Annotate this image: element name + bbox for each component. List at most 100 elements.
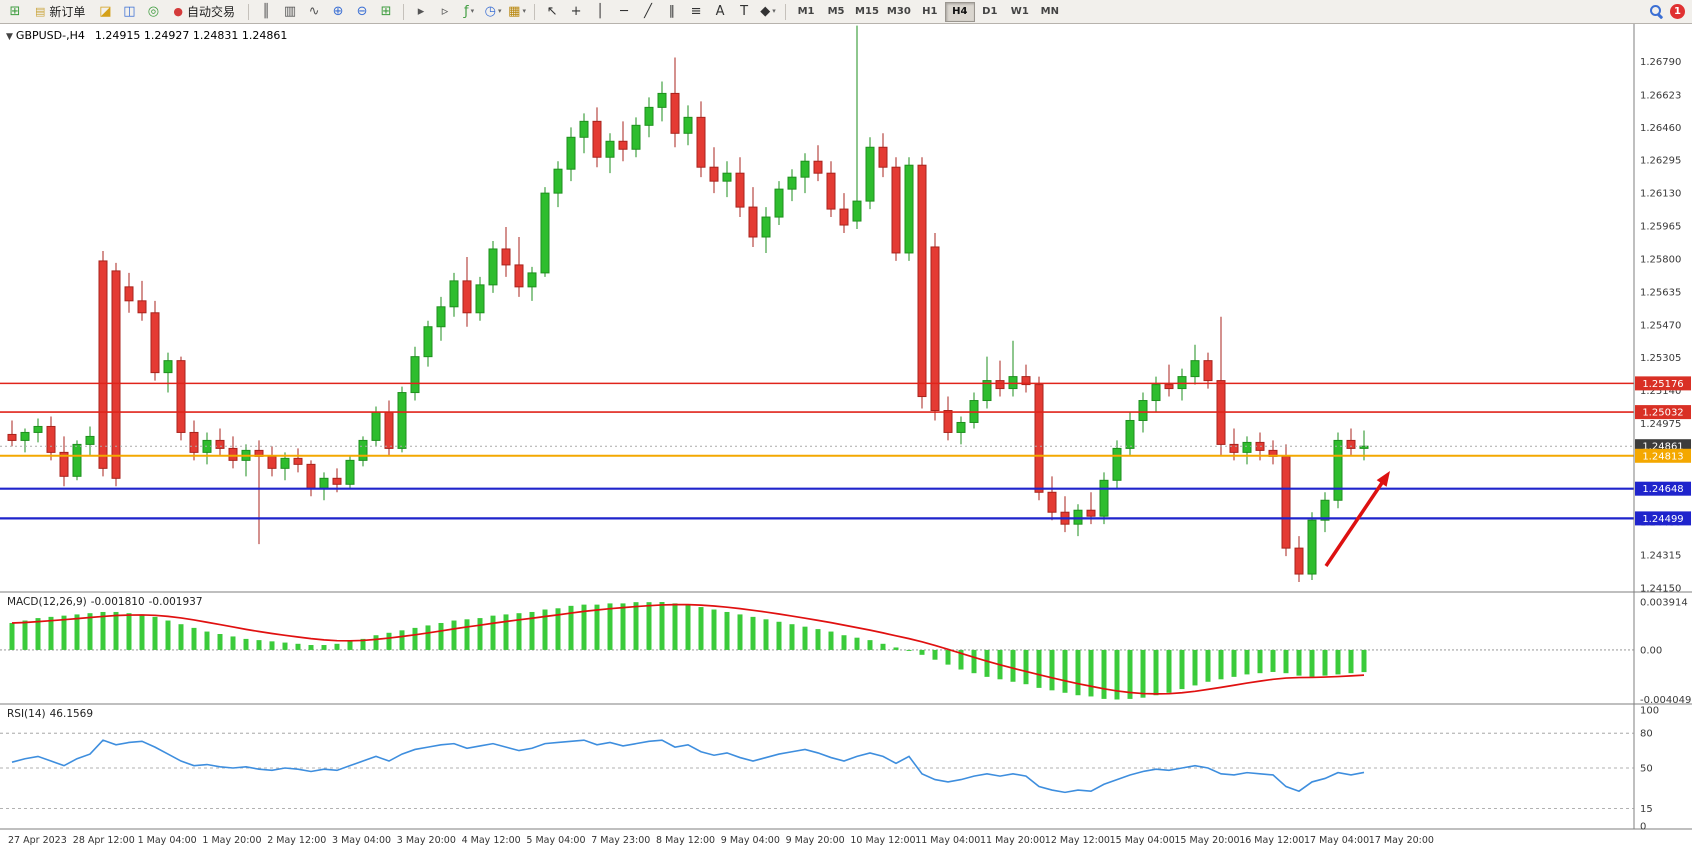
new-order-button[interactable]: ▤ 新订单 — [28, 1, 92, 22]
price-badge — [1635, 405, 1691, 420]
rsi-value: 46.1569 — [49, 708, 94, 720]
svg-text:7 May 23:00: 7 May 23:00 — [591, 835, 650, 846]
chart-symbol-period: GBPUSD-,H4 — [15, 29, 85, 42]
svg-text:28 Apr 12:00: 28 Apr 12:00 — [73, 835, 135, 846]
svg-text:50: 50 — [1640, 764, 1653, 775]
timeframe-button-d1[interactable]: D1 — [982, 6, 998, 17]
vertical-line-icon[interactable]: │ — [596, 4, 604, 19]
svg-text:15: 15 — [1640, 804, 1653, 815]
search-icon[interactable] — [1649, 4, 1664, 19]
price-badge — [1635, 481, 1691, 496]
svg-text:1.24150: 1.24150 — [1640, 584, 1681, 595]
timeframe-button-m15[interactable]: M15 — [855, 6, 879, 17]
chart-shift-icon[interactable]: ▹ — [441, 4, 449, 19]
svg-text:11 May 20:00: 11 May 20:00 — [980, 835, 1045, 846]
zoom-out-icon[interactable]: ⊖ — [356, 4, 368, 19]
timeframe-button-h4[interactable]: H4 — [944, 1, 975, 22]
svg-text:0: 0 — [1640, 822, 1646, 833]
timeframe-button-m30[interactable]: M30 — [886, 6, 911, 17]
templates-icon[interactable]: ▦ ▾ — [508, 4, 526, 19]
toolbar-separator — [248, 3, 250, 20]
rsi-indicator-title: RSI(14) 46.1569 — [7, 708, 97, 720]
svg-text:1.24499: 1.24499 — [1642, 514, 1683, 525]
bar-chart-mode-icon[interactable]: ║ — [262, 4, 270, 19]
zoom-in-icon[interactable]: ⊕ — [332, 4, 344, 19]
notification-badge[interactable]: 1 — [1670, 4, 1685, 19]
chart-dropdown-icon[interactable]: ▼ — [6, 32, 13, 42]
toolbar-separator — [785, 3, 787, 20]
svg-text:9 May 20:00: 9 May 20:00 — [786, 835, 845, 846]
new-order-button-icon: ▤ — [35, 5, 46, 18]
toolbar-separator — [403, 3, 405, 20]
timeframe-button-m5[interactable]: M5 — [827, 6, 845, 17]
svg-text:15 May 04:00: 15 May 04:00 — [1110, 835, 1175, 846]
svg-text:27 Apr 2023: 27 Apr 2023 — [8, 835, 67, 846]
svg-text:1.26790: 1.26790 — [1640, 57, 1681, 68]
label-tool-icon[interactable]: T — [740, 4, 749, 19]
svg-text:15 May 20:00: 15 May 20:00 — [1174, 835, 1239, 846]
timeframe-button-w1[interactable]: W1 — [1010, 6, 1029, 17]
toolbar-right-group: 1 — [1649, 4, 1689, 19]
periods-icon-caret[interactable]: ▾ — [497, 7, 502, 15]
shapes-icon[interactable]: ◆ ▾ — [760, 4, 776, 19]
horizontal-lines-layer[interactable] — [0, 382, 1634, 520]
indicators-icon-caret[interactable]: ▾ — [470, 7, 475, 15]
svg-text:1.24315: 1.24315 — [1640, 551, 1681, 562]
navigator-icon[interactable]: ◎ — [147, 4, 160, 19]
svg-text:8 May 12:00: 8 May 12:00 — [656, 835, 715, 846]
svg-text:1.25140: 1.25140 — [1640, 386, 1681, 397]
timeframe-button-mn[interactable]: MN — [1040, 6, 1059, 17]
periods-icon[interactable]: ◷ ▾ — [484, 4, 502, 19]
svg-text:1.26130: 1.26130 — [1640, 189, 1681, 200]
autotrade-button[interactable]: ● 自动交易 — [166, 1, 242, 22]
svg-text:1.25800: 1.25800 — [1640, 254, 1681, 265]
metaeditor-icon[interactable]: ◪ — [99, 4, 112, 19]
autotrade-button-icon: ● — [173, 5, 184, 18]
market-watch-icon[interactable]: ◫ — [123, 4, 136, 19]
price-axis: 1.26790 1.26623 1.26460 1.26295 1.26130 1.259… — [1635, 57, 1691, 595]
panel-separators[interactable] — [0, 24, 1692, 830]
timeframe-button-h1[interactable]: H1 — [922, 6, 938, 17]
macd-value-main: -0.001810 — [90, 596, 145, 608]
svg-text:1.24975: 1.24975 — [1640, 419, 1681, 430]
rsi-panel: 100 80 50 15 0 — [0, 706, 1659, 833]
svg-text:1.25305: 1.25305 — [1640, 353, 1681, 364]
fibonacci-icon[interactable]: ≡ — [690, 4, 702, 19]
svg-text:16 May 12:00: 16 May 12:00 — [1239, 835, 1304, 846]
svg-text:1.25635: 1.25635 — [1640, 287, 1681, 298]
line-chart-mode-icon[interactable]: ∿ — [308, 4, 320, 19]
cursor-icon[interactable]: ↖ — [546, 4, 558, 19]
candles-layer — [7, 25, 1369, 583]
indicators-icon[interactable]: ƒ ▾ — [464, 4, 475, 19]
new-chart-icon[interactable]: ⊞ — [9, 4, 21, 19]
trendline-icon[interactable]: ╱ — [644, 4, 652, 19]
text-tool-icon[interactable]: A — [715, 4, 725, 19]
price-badge — [1635, 511, 1691, 526]
channel-icon[interactable]: ∥ — [668, 4, 676, 19]
autotrade-button-label: 自动交易 — [187, 5, 236, 19]
svg-text:0.00: 0.00 — [1640, 645, 1662, 656]
svg-text:1 May 20:00: 1 May 20:00 — [202, 835, 261, 846]
tile-windows-icon[interactable]: ⊞ — [380, 4, 392, 19]
time-axis[interactable]: 27 Apr 2023 28 Apr 12:00 1 May 04:00 1 May … — [8, 835, 1434, 846]
svg-text:1.26295: 1.26295 — [1640, 156, 1681, 167]
crosshair-icon[interactable]: + — [570, 4, 582, 19]
svg-text:10 May 12:00: 10 May 12:00 — [850, 835, 915, 846]
svg-text:-0.004049: -0.004049 — [1640, 695, 1691, 706]
shapes-icon-caret[interactable]: ▾ — [772, 7, 776, 15]
chart-title: ▼ GBPUSD-,H4 1.24915 1.24927 1.24831 1.248… — [6, 29, 291, 42]
templates-icon-caret[interactable]: ▾ — [522, 7, 526, 15]
svg-text:1.26460: 1.26460 — [1640, 123, 1681, 134]
arrow-annotation[interactable] — [1324, 471, 1390, 567]
svg-text:9 May 04:00: 9 May 04:00 — [721, 835, 780, 846]
timeframe-button-m1[interactable]: M1 — [797, 6, 815, 17]
macd-signal-line — [11, 603, 1365, 695]
svg-text:3 May 20:00: 3 May 20:00 — [397, 835, 456, 846]
horizontal-line-icon[interactable]: ─ — [620, 4, 628, 19]
auto-scroll-icon[interactable]: ▸ — [417, 4, 425, 19]
candlestick-mode-icon[interactable]: ▥ — [283, 4, 297, 19]
svg-text:1.24648: 1.24648 — [1642, 484, 1683, 495]
svg-text:17 May 20:00: 17 May 20:00 — [1369, 835, 1434, 846]
svg-text:1.24813: 1.24813 — [1642, 451, 1683, 462]
